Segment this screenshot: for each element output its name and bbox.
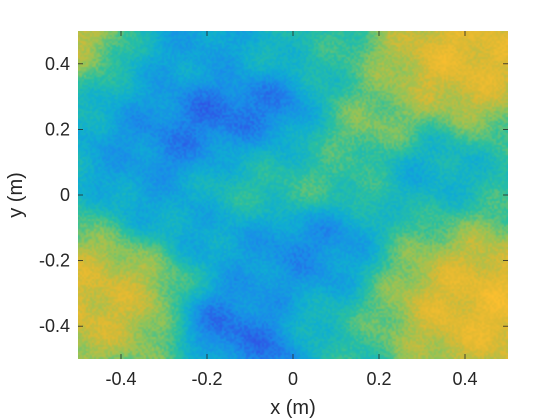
heatmap-image bbox=[78, 31, 508, 359]
x-tick-label: 0.2 bbox=[366, 369, 391, 389]
x-axis-ticks: -0.4 -0.2 0 0.2 0.4 bbox=[105, 31, 478, 389]
plot-area bbox=[78, 31, 508, 359]
x-tick-label: 0.4 bbox=[452, 369, 477, 389]
y-axis-ticks: -0.4 -0.2 0 0.2 0.4 bbox=[39, 54, 508, 336]
y-tick-label: 0 bbox=[60, 185, 70, 205]
x-tick-label: -0.4 bbox=[105, 369, 136, 389]
y-tick-label: 0.2 bbox=[45, 119, 70, 139]
y-tick-label: -0.4 bbox=[39, 316, 70, 336]
y-axis-label: y (m) bbox=[5, 172, 27, 218]
x-axis-label: x (m) bbox=[270, 397, 316, 419]
x-tick-label: 0 bbox=[288, 369, 298, 389]
x-tick-label: -0.2 bbox=[191, 369, 222, 389]
y-tick-label: -0.2 bbox=[39, 251, 70, 271]
y-tick-label: 0.4 bbox=[45, 54, 70, 74]
